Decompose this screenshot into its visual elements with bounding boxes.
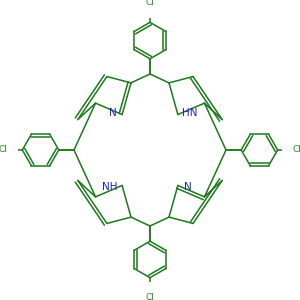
Text: NH: NH xyxy=(102,182,118,192)
Text: Cl: Cl xyxy=(293,146,300,154)
Text: N: N xyxy=(109,108,116,118)
Text: Cl: Cl xyxy=(0,146,7,154)
Text: HN: HN xyxy=(182,108,198,118)
Text: Cl: Cl xyxy=(146,293,154,300)
Text: N: N xyxy=(184,182,191,192)
Text: Cl: Cl xyxy=(146,0,154,7)
